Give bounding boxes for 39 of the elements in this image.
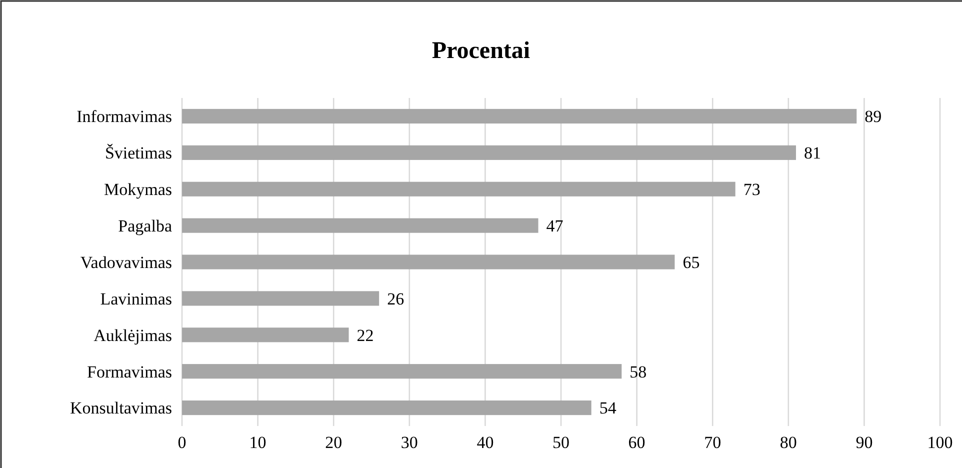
bar (182, 328, 349, 342)
bar (182, 182, 736, 196)
y-tick-label: Formavimas (87, 362, 172, 382)
x-tick-label: 60 (628, 433, 646, 452)
y-tick-label: Lavinimas (100, 289, 172, 308)
x-tick-label: 0 (178, 433, 186, 452)
bar (182, 145, 796, 160)
x-tick-label: 70 (704, 433, 722, 452)
x-tick-label: 20 (325, 433, 342, 452)
bar (182, 254, 675, 270)
bar (182, 364, 622, 379)
x-tick-label: 100 (927, 433, 953, 452)
bar (182, 291, 380, 306)
data-label: 22 (356, 326, 374, 345)
x-tick-label: 40 (476, 433, 494, 452)
data-label: 47 (546, 216, 564, 236)
y-tick-label: Vadovavimas (80, 252, 172, 272)
y-tick-label: Mokymas (104, 180, 172, 200)
x-tick-label: 50 (552, 433, 570, 452)
y-tick-label: Švietimas (104, 144, 172, 163)
y-tick-label: Informavimas (76, 107, 172, 126)
y-tick-label: Pagalba (118, 216, 172, 236)
data-label: 65 (682, 252, 700, 272)
bar (182, 108, 857, 124)
bar (182, 218, 538, 233)
data-label: 73 (743, 180, 760, 200)
y-tick-label: Auklėjimas (94, 326, 172, 345)
data-label: 26 (387, 289, 404, 308)
data-label: 81 (804, 144, 821, 163)
bar (182, 400, 592, 416)
x-tick-label: 10 (249, 433, 266, 452)
data-label: 54 (599, 398, 617, 418)
chart-title: Procentai (432, 38, 530, 64)
data-label: 89 (864, 107, 882, 126)
x-tick-label: 80 (780, 433, 797, 452)
x-tick-label: 90 (856, 433, 873, 452)
data-label: 58 (630, 362, 647, 382)
y-tick-label: Konsultavimas (70, 398, 172, 418)
x-tick-label: 30 (400, 433, 418, 452)
